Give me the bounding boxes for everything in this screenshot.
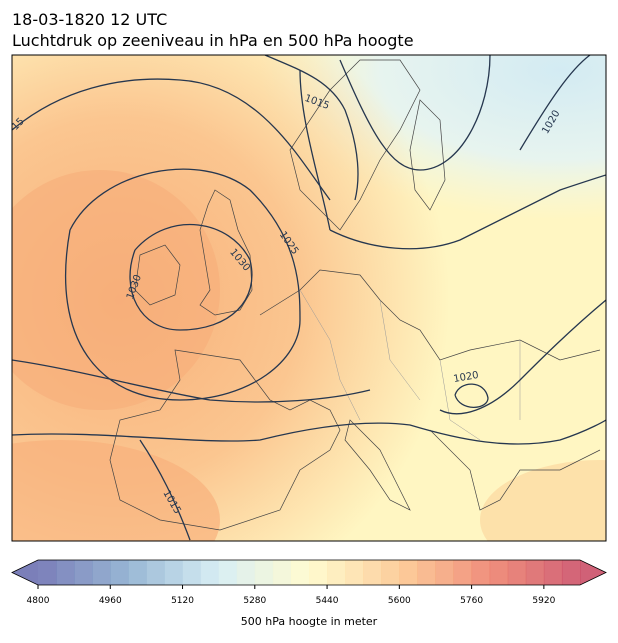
colorbar-box [435,560,455,585]
colorbar-box [489,560,509,585]
colorbar-box [417,560,436,585]
colorbar-box [525,560,545,585]
colorbar-tick-label: 4800 [27,596,50,606]
colorbar-box [507,560,527,585]
map [12,55,606,541]
colorbar-box [381,560,400,585]
colorbar-extend [580,560,606,585]
colorbar-tick-label: 5120 [171,596,194,606]
colorbar-box [236,560,256,585]
colorbar-box [164,560,184,585]
colorbar-box [218,560,238,585]
colorbar-extend [12,560,38,585]
colorbar-tick-label: 5920 [532,596,555,606]
colorbar-box [272,560,292,585]
colorbar-box [561,560,581,585]
colorbar-box [399,560,418,585]
isobar-label: 1020 [453,370,480,385]
colorbar-box [345,560,364,585]
colorbar-box [146,560,165,585]
colorbar-box [56,560,75,585]
colorbar-box [363,560,382,585]
colorbar-tick-label: 5600 [388,596,411,606]
subtitle: Luchtdruk op zeeniveau in hPa en 500 hPa… [12,31,414,50]
colorbar-box [38,560,57,585]
map-frame [11,54,607,542]
colorbar-box [200,560,220,585]
colorbar-tick-label: 4960 [99,596,122,606]
colorbar-box [543,560,563,585]
colorbar-tick-label: 5280 [243,596,266,606]
colorbar: 4800 4960 5120 5280 5440 5600 5760 5920 [11,559,607,606]
colorbar-box [74,560,93,585]
colorbar-box [182,560,202,585]
colorbar-box [92,560,111,585]
colorbar-box [471,560,491,585]
colorbar-box [110,560,129,585]
colorbar-box [453,560,473,585]
colorbar-tick-label: 5440 [316,596,339,606]
colorbar-box [290,560,310,585]
colorbar-box [128,560,147,585]
colorbar-label: 500 hPa hoogte in meter [241,615,378,628]
colorbar-box [327,560,346,585]
colorbar-tick-label: 5760 [460,596,483,606]
colorbar-box [309,560,328,585]
colorbar-box [254,560,274,585]
colorbar-outline [11,559,607,586]
title: 18-03-1820 12 UTC [12,10,167,29]
